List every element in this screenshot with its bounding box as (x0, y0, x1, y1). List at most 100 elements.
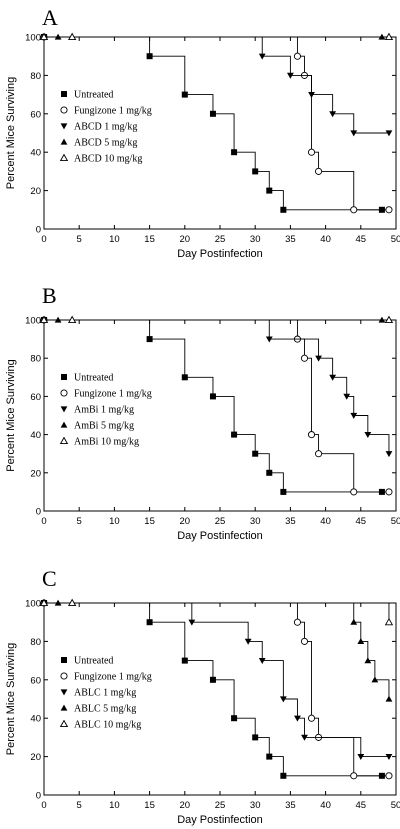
data-point (181, 91, 188, 98)
data-point (350, 618, 358, 625)
legend-entry: ABLC 10 mg/kg (74, 720, 141, 731)
legend-entry: Untreated (74, 90, 113, 101)
y-tick-label: 60 (30, 392, 41, 403)
legend-entry: AmBi 5 mg/kg (74, 421, 134, 432)
legend-entry: AmBi 10 mg/kg (74, 437, 139, 448)
data-point (146, 336, 153, 343)
y-tick-label: 40 (30, 714, 41, 725)
plot-frame (43, 319, 397, 512)
data-point (385, 772, 393, 780)
legend-marker (60, 689, 68, 696)
legend-marker (61, 374, 67, 380)
x-tick-label: 25 (215, 516, 226, 527)
data-point (300, 637, 309, 645)
data-point (39, 315, 49, 324)
data-point (231, 431, 238, 438)
data-point (329, 111, 337, 118)
data-point (67, 598, 77, 607)
legend: Untreated Fungizone 1 mg/kg ABLC 1 mg/kg AB… (59, 656, 152, 731)
data-point (384, 315, 394, 324)
legend-marker (60, 138, 68, 145)
legend-entry: ABCD 1 mg/kg (74, 122, 137, 133)
data-point (266, 469, 273, 476)
data-point (209, 676, 216, 683)
data-point (39, 598, 49, 607)
series-line (44, 602, 390, 699)
y-tick-label: 0 (36, 507, 41, 518)
y-axis-title: Percent Mice Surviving (5, 359, 17, 472)
y-axis-title: Percent Mice Surviving (5, 77, 17, 190)
x-tick-label: 30 (250, 800, 261, 811)
x-tick-label: 35 (285, 234, 296, 245)
x-tick-label: 30 (250, 234, 261, 245)
x-tick-label: 25 (215, 234, 226, 245)
series-line (44, 602, 389, 758)
data-point (301, 734, 308, 741)
data-point (371, 676, 379, 683)
legend-marker (60, 406, 68, 413)
data-point (209, 393, 216, 400)
x-tick-label: 50 (391, 234, 400, 245)
data-point (146, 53, 153, 60)
series-line (44, 36, 382, 211)
y-tick-label: 40 (30, 148, 41, 159)
data-point (385, 754, 393, 760)
data-point (266, 187, 273, 194)
y-tick-label: 40 (30, 430, 41, 441)
x-tick-label: 20 (180, 234, 191, 245)
x-tick-label: 45 (356, 234, 367, 245)
y-tick-label: 20 (30, 468, 41, 479)
legend-entry: AmBi 1 mg/kg (74, 405, 134, 416)
data-point (385, 695, 393, 702)
series-ablc-5-mg-kg (40, 599, 393, 702)
x-tick-label: 35 (285, 516, 296, 527)
data-point (350, 206, 358, 214)
data-point (308, 92, 315, 98)
data-point (350, 772, 358, 780)
data-point (294, 715, 301, 722)
x-tick-label: 0 (41, 234, 46, 245)
data-point (385, 130, 393, 137)
data-point (357, 754, 365, 760)
legend-entry: ABLC 1 mg/kg (74, 688, 136, 699)
data-point (293, 618, 301, 626)
series-ambi-10-mg-kg (39, 315, 394, 324)
legend-entry: Fungizone 1 mg/kg (74, 389, 152, 400)
x-tick-label: 15 (144, 234, 155, 245)
x-tick-label: 35 (285, 800, 296, 811)
x-tick-label: 15 (144, 516, 155, 527)
x-tick-label: 25 (215, 800, 226, 811)
legend-marker (61, 657, 67, 663)
data-point (280, 488, 287, 495)
y-tick-label: 20 (30, 186, 41, 197)
x-tick-label: 10 (109, 800, 120, 811)
legend-entry: Untreated (74, 656, 113, 667)
series-line (44, 602, 382, 777)
x-axis-title: Day Postinfection (177, 530, 263, 542)
data-point (350, 130, 358, 137)
series-line (44, 602, 390, 623)
data-point (67, 32, 77, 41)
x-axis-title: Day Postinfection (177, 248, 263, 260)
legend-entry: ABCD 5 mg/kg (74, 138, 137, 149)
legend-marker (60, 106, 68, 114)
data-point (364, 657, 372, 664)
data-point (231, 149, 238, 156)
panel-label: A (42, 5, 58, 30)
data-point (385, 206, 393, 214)
chart-panel-a: A 0 5 10 15 20 25 30 35 40 45 50 0 20 40 60 80 100 Day Pos… (5, 5, 400, 260)
y-tick-label: 80 (30, 71, 41, 82)
data-point (67, 315, 77, 324)
x-tick-label: 5 (77, 234, 82, 245)
x-tick-label: 30 (250, 516, 261, 527)
data-point (209, 110, 216, 117)
y-tick-label: 0 (36, 225, 41, 236)
y-tick-label: 60 (30, 109, 41, 120)
data-point (252, 734, 259, 741)
series-ablc-10-mg-kg (39, 598, 394, 626)
x-tick-label: 5 (77, 800, 82, 811)
x-tick-label: 20 (180, 800, 191, 811)
y-tick-label: 60 (30, 675, 41, 686)
data-point (244, 638, 252, 645)
panel-label: C (42, 566, 57, 591)
